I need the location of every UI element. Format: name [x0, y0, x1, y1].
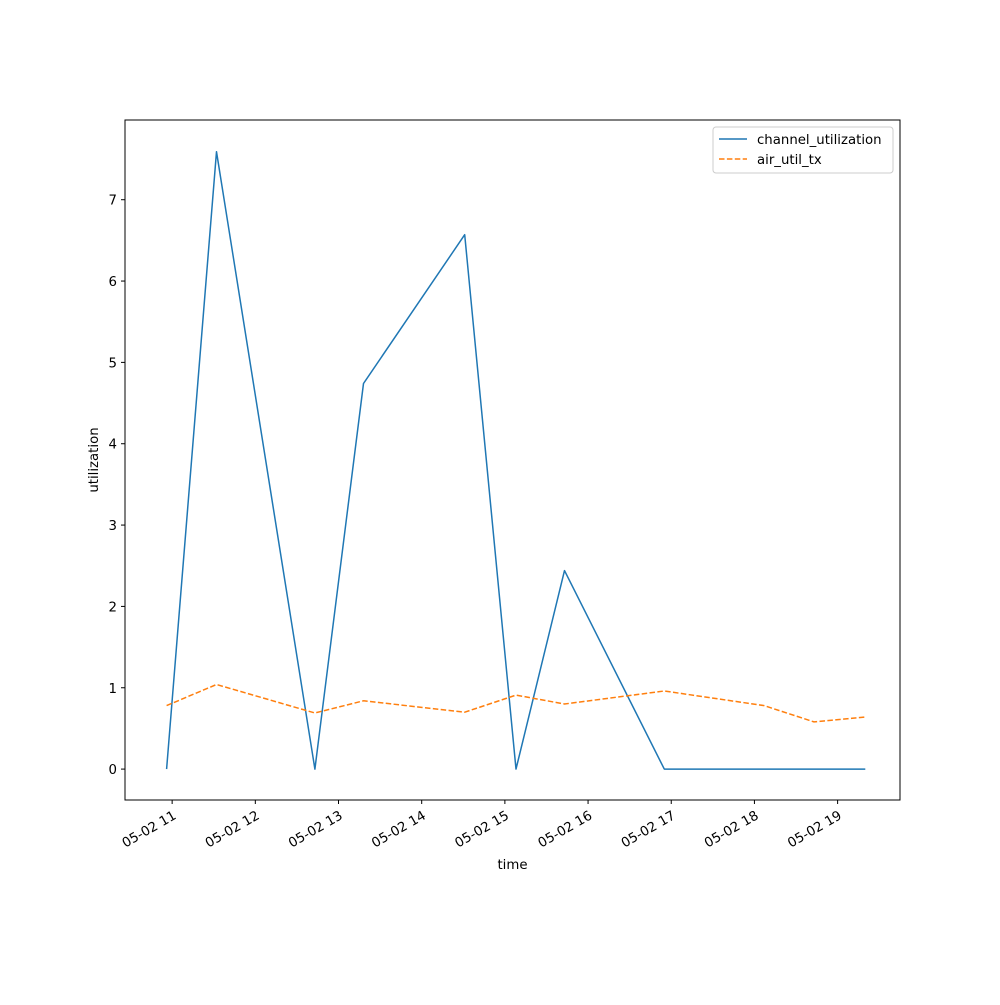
y-axis-title: utilization — [87, 427, 102, 492]
x-tick-label: 05-02 14 — [369, 808, 428, 851]
series-line-air-util-tx — [166, 683, 866, 723]
y-tick-label: 5 — [109, 356, 117, 371]
plot-frame — [124, 119, 901, 801]
legend: channel_utilization air_util_tx — [712, 126, 894, 174]
y-tick-label: 7 — [109, 194, 117, 209]
series-line-channel-utilization — [165, 150, 866, 770]
y-tick-label: 4 — [109, 438, 117, 453]
y-tick-label: 2 — [109, 600, 117, 615]
y-tick-label: 3 — [109, 519, 117, 534]
legend-label: air_util_tx — [757, 153, 822, 168]
y-tick-label: 1 — [109, 682, 117, 697]
x-tick-label: 05-02 18 — [702, 808, 761, 851]
axis-ticks: 0 1 2 3 4 5 6 7 05-02 11 05-02 12 05-02 13 05-02 14… — [109, 194, 845, 852]
legend-box — [712, 126, 894, 174]
x-axis-title: time — [497, 858, 527, 873]
plot-series — [165, 150, 866, 770]
legend-label: channel_utilization — [757, 133, 882, 148]
x-tick-label: 05-02 16 — [536, 808, 595, 851]
y-tick-label: 0 — [109, 763, 117, 778]
x-tick-label: 05-02 12 — [203, 808, 262, 851]
x-tick-label: 05-02 11 — [120, 808, 179, 851]
x-tick-label: 05-02 15 — [453, 808, 512, 851]
x-tick-label: 05-02 17 — [619, 808, 678, 851]
x-tick-label: 05-02 13 — [286, 808, 345, 851]
y-tick-label: 6 — [109, 275, 117, 290]
x-tick-label: 05-02 19 — [785, 808, 844, 851]
